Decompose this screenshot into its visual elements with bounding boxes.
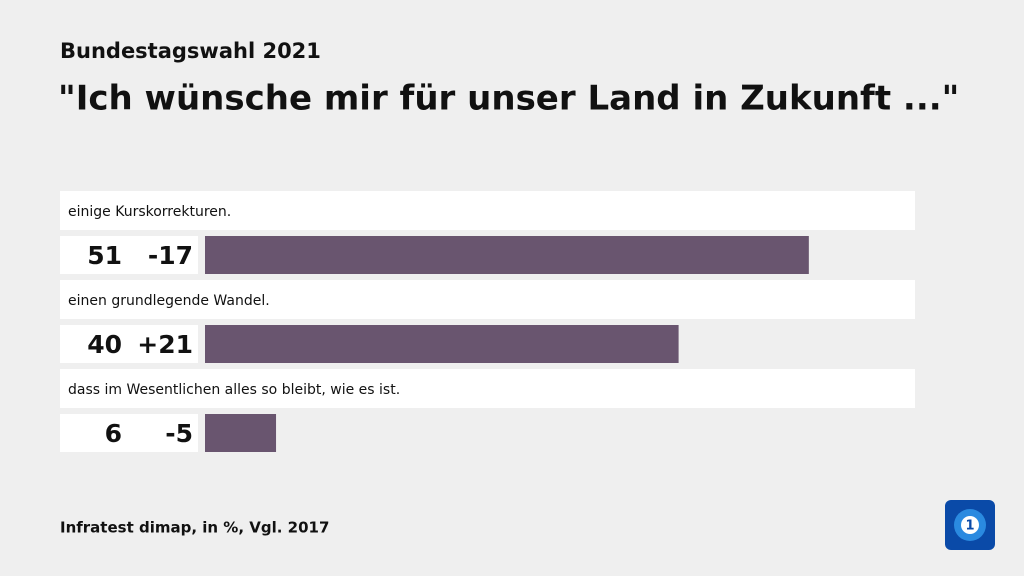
chart-subtitle: Bundestagswahl 2021 (60, 39, 321, 63)
label-box (60, 369, 915, 408)
category-label: dass im Wesentlichen alles so bleibt, wi… (68, 382, 400, 398)
number-box (60, 236, 198, 274)
value-label: 6 (105, 419, 122, 448)
svg-text:1: 1 (965, 519, 974, 534)
value-label: 51 (87, 241, 122, 270)
label-box (60, 191, 915, 230)
value-label: 40 (87, 330, 122, 359)
change-label: -17 (148, 241, 193, 270)
change-label: +21 (137, 330, 193, 359)
logo: 1 (945, 500, 995, 550)
bar (205, 325, 679, 363)
label-box (60, 280, 915, 319)
source: Infratest dimap, in %, Vgl. 2017 (60, 519, 329, 537)
change-label: -5 (165, 419, 193, 448)
chart-title: "Ich wünsche mir für unser Land in Zukun… (58, 79, 959, 119)
number-box (60, 325, 198, 363)
bar (205, 236, 809, 274)
category-label: einen grundlegende Wandel. (68, 293, 270, 309)
bar (205, 414, 277, 452)
category-label: einige Kurskorrekturen. (68, 204, 231, 220)
number-box (60, 414, 198, 452)
